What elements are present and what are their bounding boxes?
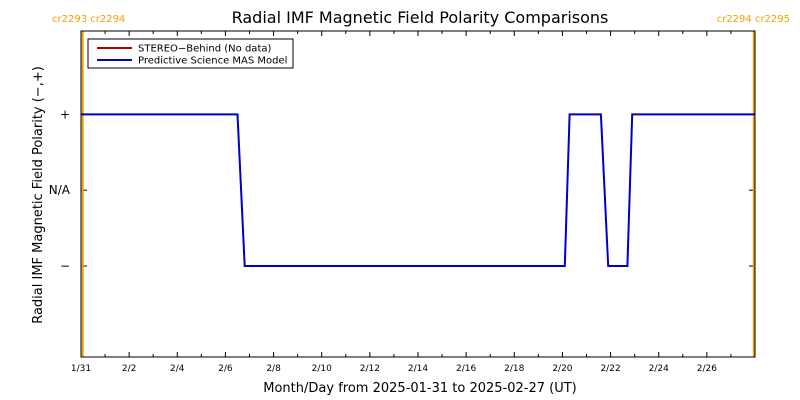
x-tick-label: 2/4 xyxy=(170,364,185,374)
y-axis-label: Radial IMF Magnetic Field Polarity (−,+) xyxy=(31,66,46,324)
x-tick-label: 2/26 xyxy=(697,364,717,374)
plot-area: 1/31 2/2 2/4 2/6 2/8 2/10 2/12 2/14 2/16 2/18 2/20… xyxy=(49,14,790,374)
plot-frame xyxy=(80,30,756,358)
x-tick-label: 2/14 xyxy=(408,364,428,374)
x-tick-label: 2/24 xyxy=(649,364,669,374)
chart-title: Radial IMF Magnetic Field Polarity Compa… xyxy=(232,8,609,27)
x-tick-label: 2/16 xyxy=(456,364,476,374)
x-tick-label: 2/20 xyxy=(552,364,572,374)
carrington-marker-label: cr2293 cr2294 xyxy=(52,14,125,25)
carrington-marker-label: cr2294 cr2295 xyxy=(717,14,790,25)
x-tick-label: 1/31 xyxy=(71,364,91,374)
x-tick-label: 2/22 xyxy=(600,364,620,374)
series-line-mas-model xyxy=(81,113,755,267)
legend-box xyxy=(87,38,294,69)
y-tick-label: N/A xyxy=(49,183,71,197)
legend-label: STEREO−Behind (No data) xyxy=(138,44,271,55)
x-tick-label: 2/8 xyxy=(266,364,281,374)
legend: STEREO−Behind (No data)Predictive Scienc… xyxy=(87,38,294,69)
legend-label: Predictive Science MAS Model xyxy=(138,56,287,67)
x-tick-label: 2/2 xyxy=(122,364,136,374)
x-axis-label: Month/Day from 2025-01-31 to 2025-02-27 … xyxy=(263,381,576,396)
x-tick-label: 2/6 xyxy=(218,364,233,374)
x-tick-label: 2/12 xyxy=(360,364,380,374)
x-tick-label: 2/10 xyxy=(312,364,332,374)
x-tick-label: 2/18 xyxy=(504,364,524,374)
y-tick-label: − xyxy=(60,259,70,273)
y-tick-label: + xyxy=(60,107,70,121)
